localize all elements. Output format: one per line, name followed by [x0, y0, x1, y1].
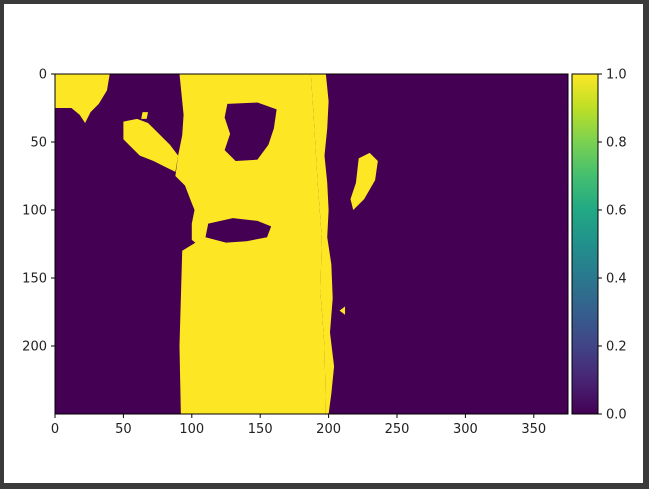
x-tick-label: 250 [385, 422, 410, 437]
plot-frame [54, 73, 569, 415]
region-right-edge-strip [310, 74, 335, 414]
region-upper-left-arm [123, 118, 179, 172]
region-central-column [175, 74, 326, 414]
x-tick-label: 200 [316, 422, 341, 437]
region-top-left-patch [55, 74, 110, 123]
region-speck-a [339, 306, 346, 315]
colorbar [571, 73, 599, 415]
colorbar-tick-label: 1.0 [606, 68, 627, 83]
region-upper-hole [224, 102, 277, 162]
colorbar-tick-label: 0.4 [606, 272, 627, 287]
x-tick-label: 150 [248, 422, 273, 437]
colorbar-tick-label: 0.8 [606, 136, 627, 151]
x-tick-label: 100 [179, 422, 204, 437]
region-small-right-blob [350, 152, 378, 210]
y-tick-label: 0 [39, 68, 47, 83]
y-axis: 0 50 100 150 200 [22, 68, 55, 355]
colorbar-tick-label: 0.6 [606, 204, 627, 219]
heatmap-image [55, 74, 568, 414]
x-tick-label: 300 [453, 422, 478, 437]
colorbar-tick-label: 0.0 [606, 408, 627, 423]
y-tick-label: 150 [22, 272, 47, 287]
x-tick-label: 50 [115, 422, 132, 437]
region-speck-b [260, 207, 269, 219]
y-tick-label: 50 [30, 136, 47, 151]
x-tick-label: 0 [51, 422, 59, 437]
colorbar-tick-label: 0.2 [606, 340, 627, 355]
colorbar-axis: 0.0 0.2 0.4 0.6 0.8 1.0 [598, 68, 627, 423]
region-speck-c [141, 112, 149, 119]
x-tick-label: 350 [521, 422, 546, 437]
x-axis: 0 50 100 150 200 250 300 350 [51, 414, 546, 437]
y-tick-label: 100 [22, 204, 47, 219]
region-mid-hole [205, 218, 272, 243]
y-tick-label: 200 [22, 340, 47, 355]
